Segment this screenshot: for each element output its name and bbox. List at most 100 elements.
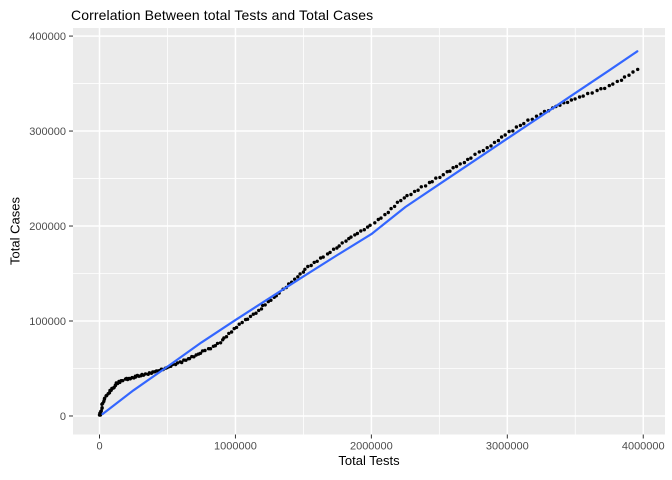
data-point — [99, 409, 104, 413]
data-point — [301, 270, 306, 274]
data-point — [353, 233, 357, 237]
data-point — [245, 317, 250, 321]
data-point — [293, 277, 297, 281]
data-point — [473, 152, 477, 156]
data-point — [229, 330, 234, 334]
data-point — [237, 322, 241, 326]
data-point — [340, 241, 344, 245]
data-point — [303, 267, 307, 271]
data-point — [514, 125, 519, 129]
data-point — [518, 123, 523, 128]
data-point — [586, 91, 590, 96]
y-tick-label: 200000 — [29, 221, 66, 233]
data-point — [451, 166, 455, 170]
data-point — [198, 351, 203, 355]
data-point — [627, 73, 631, 77]
data-point — [240, 320, 244, 325]
data-point — [499, 135, 504, 139]
data-point — [492, 140, 497, 145]
data-point — [485, 146, 489, 150]
data-point — [503, 133, 507, 137]
y-tick-label: 400000 — [29, 31, 66, 43]
data-point — [337, 244, 341, 248]
data-point — [399, 198, 403, 203]
data-point — [376, 217, 380, 222]
data-point — [416, 188, 420, 192]
data-point — [419, 185, 423, 189]
chart-title: Correlation Between total Tests and Tota… — [71, 7, 374, 23]
data-point — [636, 67, 640, 72]
data-point — [227, 331, 231, 336]
data-point — [599, 87, 603, 91]
data-point — [257, 308, 261, 313]
data-point — [392, 204, 397, 209]
data-point — [507, 129, 511, 134]
data-point — [511, 129, 515, 133]
data-point — [427, 180, 432, 185]
data-point — [362, 228, 366, 232]
data-point — [349, 235, 353, 239]
y-tick-label: 300000 — [29, 126, 66, 138]
data-point — [213, 344, 217, 348]
data-point — [315, 259, 319, 263]
data-point — [481, 148, 485, 153]
data-point — [489, 144, 493, 148]
data-point — [260, 303, 265, 308]
data-point — [121, 379, 125, 383]
data-point — [430, 180, 434, 184]
data-point — [434, 176, 438, 180]
data-point — [222, 336, 226, 340]
data-point — [259, 307, 264, 311]
data-point — [192, 355, 196, 359]
data-point — [321, 255, 325, 259]
data-point — [143, 372, 148, 376]
data-point — [466, 157, 470, 162]
data-point — [522, 121, 526, 126]
data-point — [423, 184, 428, 188]
data-point — [224, 335, 229, 339]
x-tick-label: 2000000 — [350, 441, 393, 453]
data-point — [438, 175, 442, 180]
data-point — [269, 298, 273, 302]
data-point — [619, 78, 624, 83]
data-point — [477, 150, 481, 154]
data-point — [175, 361, 180, 365]
x-tick-label: 0 — [96, 441, 102, 453]
data-point — [615, 79, 619, 84]
data-point — [448, 169, 452, 173]
data-point — [318, 256, 323, 260]
x-tick-label: 4000000 — [622, 441, 665, 453]
data-point — [344, 239, 348, 243]
data-point — [208, 347, 213, 351]
x-tick-label: 1000000 — [214, 441, 257, 453]
plot-panel — [73, 28, 665, 435]
data-point — [306, 264, 310, 269]
data-point — [379, 216, 383, 220]
y-tick-label: 0 — [60, 411, 66, 423]
data-point — [496, 138, 501, 143]
data-point — [254, 311, 258, 315]
data-point — [325, 252, 330, 256]
data-point — [441, 173, 445, 177]
data-point — [263, 303, 267, 307]
data-point — [454, 164, 459, 169]
data-point — [100, 406, 104, 410]
data-point — [595, 88, 599, 93]
data-point — [445, 170, 449, 174]
data-point — [331, 247, 336, 251]
data-point — [573, 97, 577, 101]
y-axis-title: Total Cases — [7, 197, 23, 265]
data-point — [355, 231, 360, 236]
regression-line — [101, 50, 639, 416]
data-point — [462, 160, 467, 165]
data-point — [298, 272, 302, 276]
data-point — [581, 94, 585, 98]
data-point — [335, 246, 339, 250]
data-point — [187, 356, 192, 361]
data-point — [607, 83, 611, 88]
data-point — [383, 212, 387, 217]
data-point — [622, 75, 627, 79]
data-point — [534, 114, 539, 118]
